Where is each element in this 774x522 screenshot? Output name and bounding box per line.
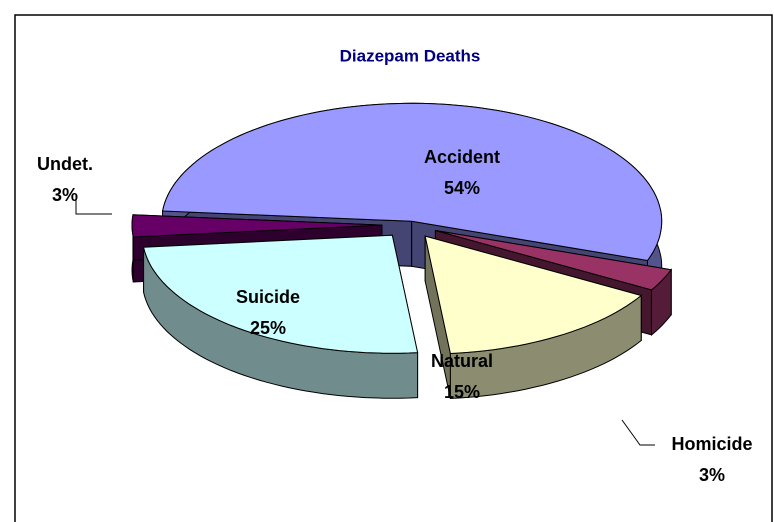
category-label: Natural — [431, 351, 493, 371]
category-label: Accident — [424, 147, 500, 167]
value-label: 3% — [699, 465, 725, 485]
value-label: 15% — [444, 382, 480, 402]
leader-line — [621, 419, 655, 446]
value-label: 54% — [444, 178, 480, 198]
slice — [142, 234, 419, 354]
category-label: Suicide — [236, 287, 300, 307]
slice — [161, 102, 663, 262]
category-label: Undet. — [37, 154, 93, 174]
slice — [131, 214, 383, 238]
leader-line — [75, 195, 112, 215]
pie — [131, 102, 673, 400]
slice — [435, 230, 673, 291]
category-label: Homicide — [671, 434, 752, 454]
slice — [424, 235, 643, 355]
chart-title: Diazepam Deaths — [340, 46, 481, 65]
value-label: 3% — [52, 185, 78, 205]
value-label: 25% — [250, 318, 286, 338]
labels: Accident 54% Homicide 3% Natural 15% Suicide 25… — [37, 147, 753, 485]
